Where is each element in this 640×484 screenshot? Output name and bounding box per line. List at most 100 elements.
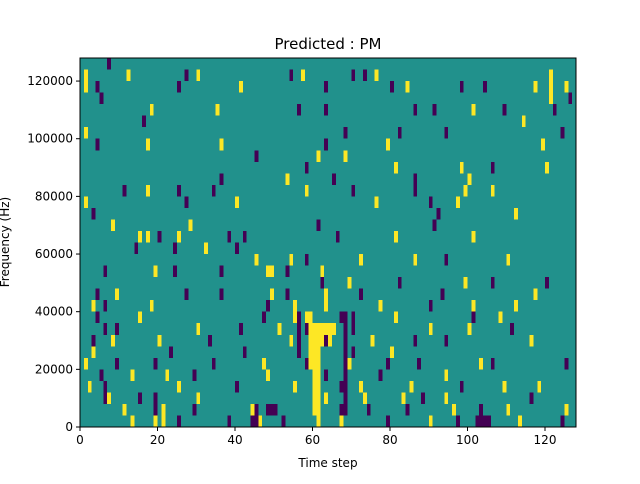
heatmap-cell [413, 254, 418, 266]
heatmap-cell [176, 81, 181, 93]
heatmap-cell [204, 242, 208, 255]
heatmap-cell [428, 323, 433, 335]
heatmap-cell [107, 58, 112, 70]
heatmap-cell [359, 380, 363, 393]
heatmap-cell [444, 392, 449, 404]
heatmap-cell [219, 288, 224, 301]
heatmap-cell [324, 369, 329, 381]
heatmap-cell [397, 277, 402, 289]
heatmap-cell [374, 69, 379, 82]
heatmap-cell [413, 184, 418, 197]
heatmap-cell [564, 357, 569, 370]
heatmap-block [343, 311, 348, 416]
heatmap-cell [176, 415, 181, 427]
heatmap-cell [339, 403, 344, 416]
heatmap-cell [331, 173, 336, 185]
heatmap-cell [138, 311, 143, 324]
heatmap-cell [339, 311, 344, 324]
heatmap-cell [405, 81, 410, 93]
heatmap-cell [471, 311, 476, 324]
heatmap-cell [196, 392, 201, 404]
heatmap-cell [238, 81, 243, 93]
heatmap-cell [413, 104, 418, 116]
heatmap-cell [510, 323, 515, 335]
heatmap-cell [401, 392, 406, 404]
heatmap-cell [304, 311, 309, 324]
heatmap-cell [490, 277, 495, 289]
heatmap-cell [277, 323, 282, 335]
heatmap-cell [95, 138, 100, 151]
heatmap-cell [281, 415, 286, 427]
heatmap-cell [165, 369, 170, 381]
heatmap-cell [103, 265, 108, 278]
heatmap-cell [289, 254, 294, 266]
heatmap-cell [95, 288, 100, 301]
heatmap-cell [444, 127, 449, 139]
heatmap-cell [95, 311, 100, 324]
x-axis: 0 20 40 60 80 100 120 [76, 427, 556, 447]
heatmap-cell [393, 230, 398, 243]
x-tick-label: 0 [76, 433, 84, 447]
heatmap-cell [459, 380, 464, 393]
heatmap-cell [378, 300, 383, 312]
heatmap-cell [184, 196, 189, 208]
heatmap-cell [145, 184, 150, 197]
heatmap-cell [269, 288, 274, 301]
heatmap-cell [316, 150, 321, 162]
heatmap-cell [529, 334, 534, 347]
heatmap-cell [568, 92, 573, 105]
heatmap-cell [533, 288, 538, 301]
heatmap-block [552, 104, 557, 116]
heatmap-cell [83, 196, 88, 208]
heatmap-cell [324, 300, 329, 312]
heatmap-cell [432, 219, 437, 231]
heatmap-cell [564, 403, 569, 416]
heatmap-cell [428, 300, 433, 312]
y-axis: 0 20000 40000 60000 80000 100000 120000 [27, 74, 80, 434]
heatmap-cell [300, 69, 305, 82]
heatmap-cell [122, 403, 127, 416]
x-tick-label: 120 [534, 433, 557, 447]
heatmap-cell [114, 288, 119, 301]
heatmap-cell [142, 115, 146, 128]
heatmap-cell [413, 334, 418, 347]
heatmap-cell [324, 104, 329, 116]
heatmap-cell [502, 380, 507, 393]
heatmap-cell [145, 138, 150, 151]
heatmap-cells [83, 58, 573, 427]
heatmap-block [173, 242, 177, 255]
heatmap-cell [153, 357, 158, 370]
heatmap-cell [545, 161, 549, 174]
heatmap-block [548, 69, 553, 105]
heatmap-cell [289, 334, 294, 347]
heatmap-cell [521, 115, 526, 128]
heatmap-cell [285, 288, 290, 301]
plot-frame [79, 57, 577, 428]
heatmap-cell [242, 346, 247, 358]
heatmap-cell [99, 369, 104, 381]
heatmap-cell [83, 69, 88, 82]
heatmap-cell [351, 184, 356, 197]
heatmap-cell [479, 357, 484, 370]
heatmap-cell [157, 230, 162, 243]
heatmap-cell [537, 380, 542, 393]
heatmap-cell [235, 196, 239, 208]
heatmap-block [266, 403, 278, 416]
heatmap-cell [459, 161, 464, 174]
heatmap-cell [111, 334, 115, 347]
heatmap-cell [463, 277, 468, 289]
heatmap-cell [490, 357, 495, 370]
heatmap-cell [176, 380, 181, 393]
heatmap-cell [304, 357, 309, 370]
heatmap-cell [304, 184, 309, 197]
heatmap-cell [285, 173, 290, 185]
heatmap-cell [320, 265, 325, 278]
heatmap-cell [114, 357, 119, 370]
heatmap-cell [455, 196, 460, 208]
heatmap-cell [184, 288, 189, 301]
heatmap-cell [254, 254, 259, 266]
heatmap-cell [506, 403, 511, 416]
heatmap-cell [517, 415, 522, 427]
